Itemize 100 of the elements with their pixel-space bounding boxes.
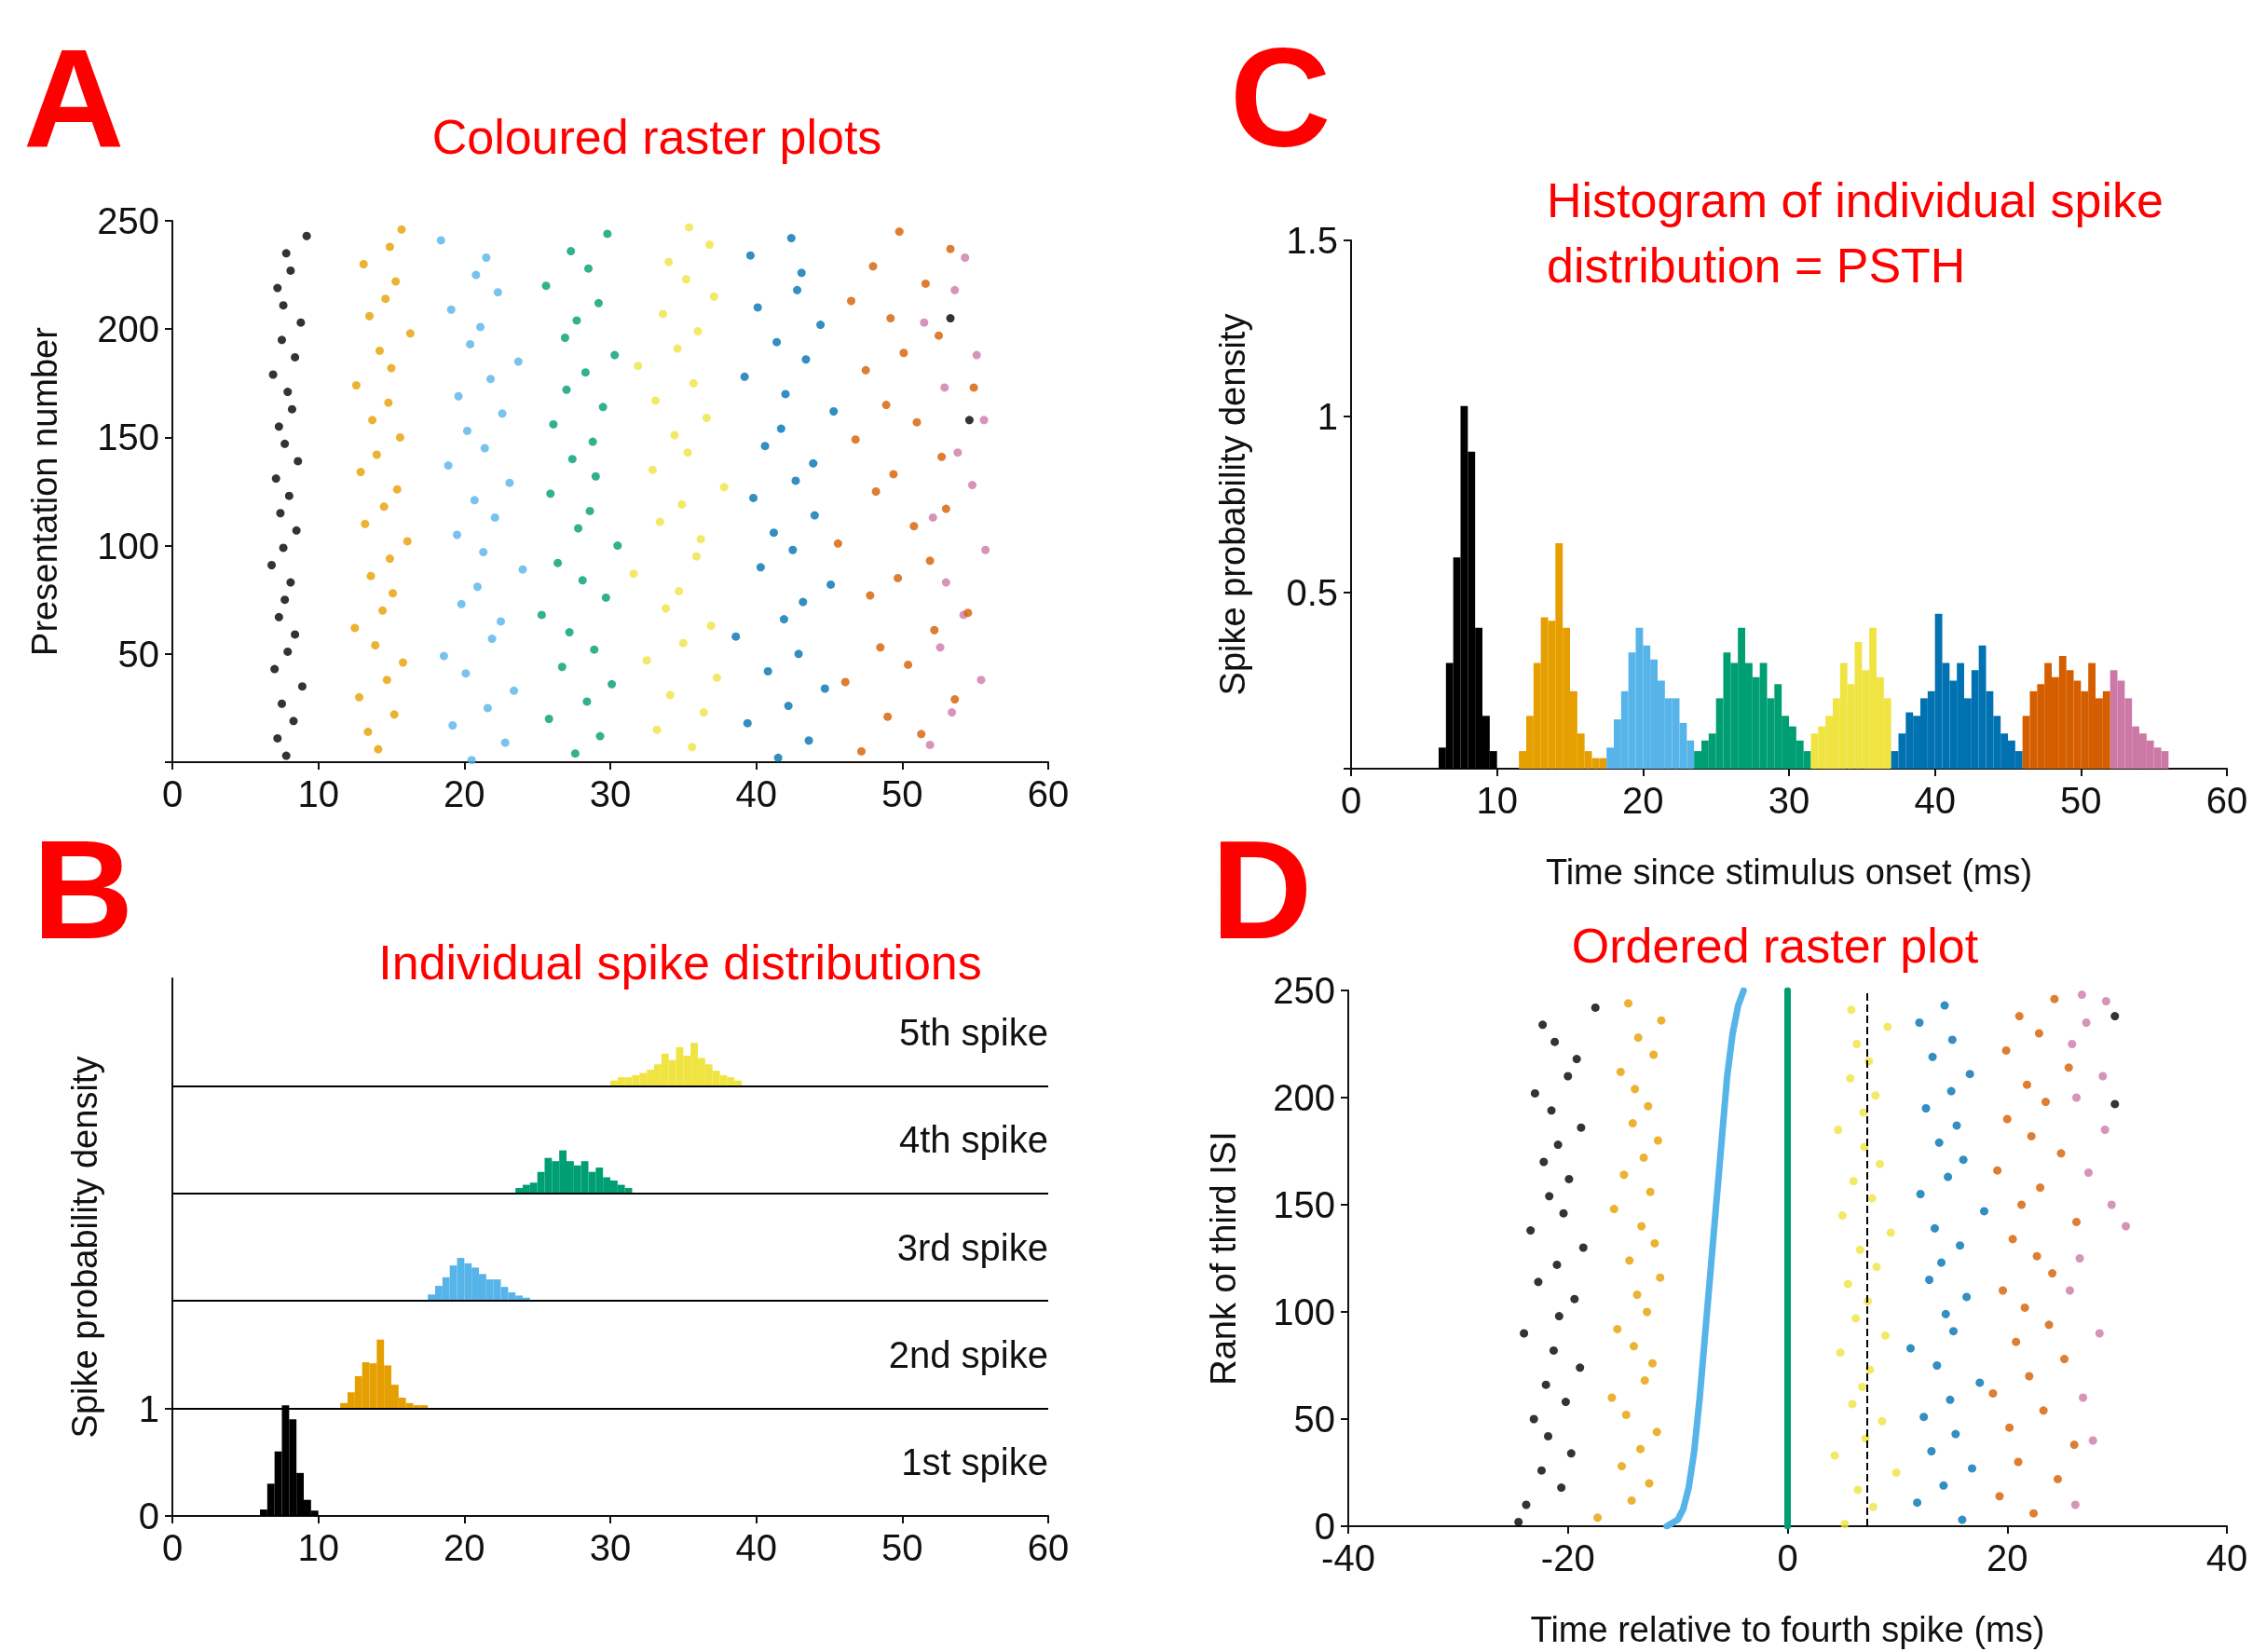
point xyxy=(1572,1055,1581,1064)
point xyxy=(1657,1016,1666,1025)
point xyxy=(634,362,643,371)
text: B xyxy=(33,812,134,968)
point xyxy=(2079,1393,2088,1402)
x-tick-label: 30 xyxy=(1768,780,1810,821)
point xyxy=(1878,1416,1887,1426)
text: 2nd spike xyxy=(888,1333,1048,1375)
point xyxy=(1849,1177,1858,1186)
point xyxy=(2100,1126,2110,1134)
point xyxy=(749,493,758,502)
point xyxy=(935,331,943,340)
point xyxy=(1650,1238,1659,1248)
point xyxy=(1536,1466,1546,1475)
point xyxy=(1640,1376,1649,1386)
point xyxy=(610,350,620,360)
point xyxy=(2065,1286,2074,1295)
point xyxy=(2029,1509,2039,1518)
point xyxy=(1939,1481,1948,1490)
point xyxy=(279,543,288,553)
point xyxy=(513,357,523,366)
point xyxy=(1625,1256,1634,1265)
point xyxy=(1934,1138,1944,1147)
point xyxy=(487,635,497,644)
point xyxy=(1576,1363,1585,1372)
point xyxy=(1995,1492,2004,1501)
point xyxy=(2034,1029,2043,1038)
chart-title: Ordered raster plot xyxy=(1571,919,1979,973)
x-tick-label: 60 xyxy=(1027,1527,1070,1568)
point xyxy=(670,430,679,440)
point xyxy=(2027,1131,2036,1140)
y-tick-label: 1 xyxy=(1317,396,1338,437)
text: 5th spike xyxy=(898,1011,1048,1053)
point xyxy=(289,717,298,726)
point xyxy=(1649,1050,1659,1059)
x-tick-label: 10 xyxy=(297,1527,339,1568)
point xyxy=(826,580,836,589)
point xyxy=(935,643,945,652)
point xyxy=(1886,1228,1895,1237)
point xyxy=(1549,1345,1558,1355)
point xyxy=(2095,1329,2104,1338)
point xyxy=(1906,1344,1916,1353)
point xyxy=(950,285,960,294)
point xyxy=(756,563,765,572)
point xyxy=(2101,997,2110,1005)
point xyxy=(2070,1500,2080,1509)
point xyxy=(779,615,788,624)
point xyxy=(1570,1294,1579,1304)
point xyxy=(387,363,396,373)
point xyxy=(366,571,376,580)
point xyxy=(292,526,301,535)
point xyxy=(1952,1121,1961,1130)
point xyxy=(689,378,698,388)
y-tick-label: 50 xyxy=(1293,1399,1335,1440)
point xyxy=(793,285,802,294)
point xyxy=(2039,1406,2048,1415)
x-tick-label: 40 xyxy=(735,773,777,814)
y-axis-title: Spike probability density xyxy=(1213,313,1252,696)
point xyxy=(565,628,574,637)
point xyxy=(2008,1235,2017,1244)
point xyxy=(395,432,404,442)
point xyxy=(1522,1500,1531,1509)
point xyxy=(840,677,850,687)
point xyxy=(899,348,908,358)
point xyxy=(2056,1149,2066,1158)
point xyxy=(1883,1022,1892,1031)
point xyxy=(385,554,394,564)
point xyxy=(881,401,891,410)
point xyxy=(2122,1222,2131,1231)
point xyxy=(809,458,818,468)
x-tick-label: -20 xyxy=(1540,1537,1595,1578)
point xyxy=(1514,1517,1523,1526)
point xyxy=(1624,999,1633,1008)
point xyxy=(544,715,553,724)
point xyxy=(483,703,492,713)
point xyxy=(1932,1361,1942,1370)
point xyxy=(1921,1104,1931,1113)
y-tick-label: 100 xyxy=(97,525,159,567)
x-tick-label: 50 xyxy=(881,773,923,814)
x-tick-label: 50 xyxy=(2060,780,2102,821)
point xyxy=(2088,1436,2097,1445)
y-tick-label: 0.5 xyxy=(1286,572,1338,613)
point xyxy=(546,489,555,498)
point xyxy=(894,227,904,237)
point xyxy=(1541,1380,1550,1389)
point xyxy=(1834,1126,1843,1134)
point xyxy=(1919,1413,1929,1422)
point xyxy=(2020,1303,2029,1312)
point xyxy=(351,381,361,390)
point xyxy=(781,389,790,399)
point xyxy=(816,321,826,330)
point xyxy=(968,481,977,490)
x-tick-label: 20 xyxy=(444,773,485,814)
point xyxy=(1925,1276,1934,1284)
point xyxy=(2036,1183,2045,1193)
point xyxy=(1848,1399,1857,1409)
point xyxy=(608,679,617,689)
point xyxy=(1547,1106,1556,1115)
point xyxy=(2001,1045,2011,1055)
point xyxy=(598,403,608,412)
